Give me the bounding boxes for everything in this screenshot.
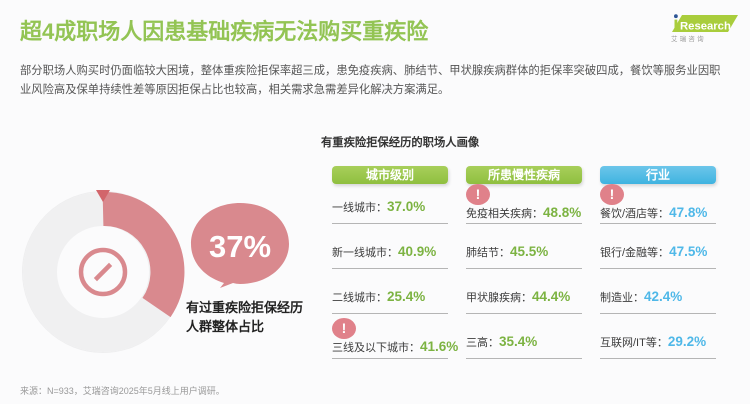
- svg-text:Research: Research: [680, 20, 731, 32]
- svg-text:37%: 37%: [209, 229, 271, 264]
- svg-text:艾瑞咨询: 艾瑞咨询: [671, 34, 706, 43]
